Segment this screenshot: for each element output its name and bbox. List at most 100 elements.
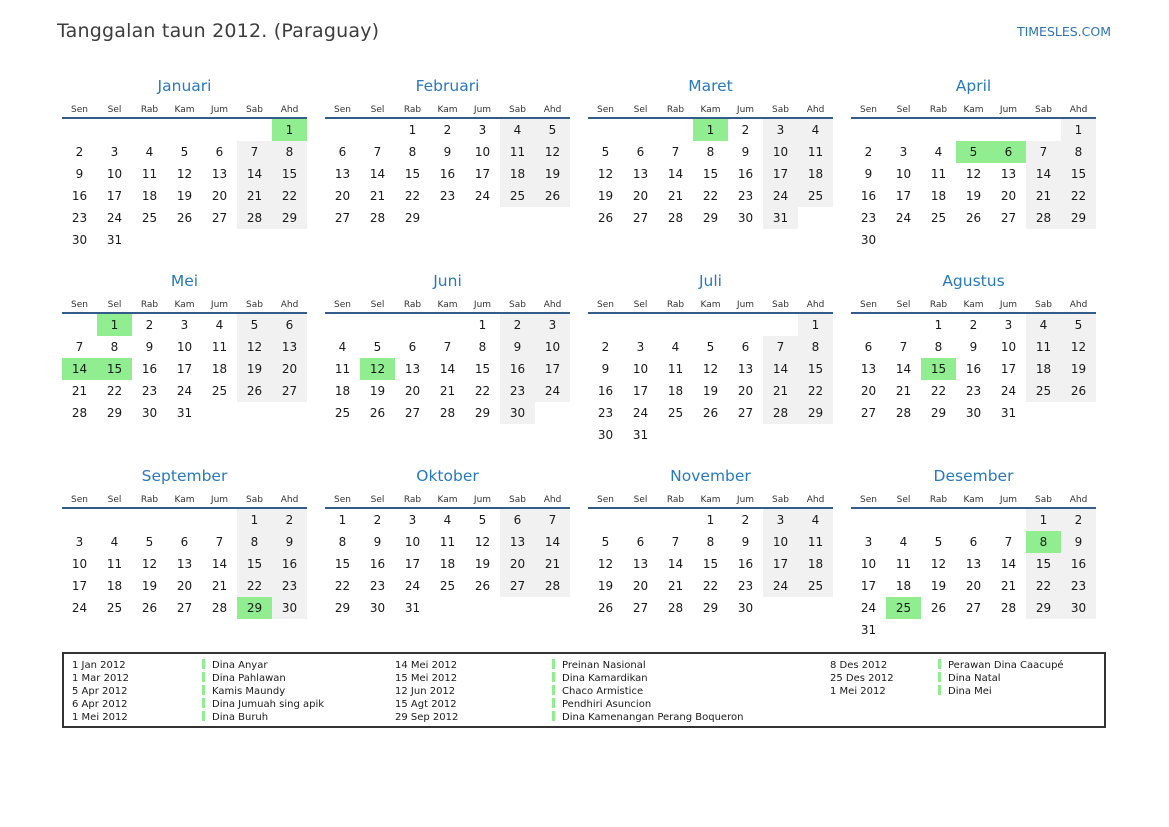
legend-row: 6 Apr 2012 Dina Jumuah sing apik <box>72 698 395 711</box>
day-cell: 13 <box>632 557 649 571</box>
week-row: 16 17 18 19 20 21 22 <box>851 185 1096 207</box>
legend-row: 12 Jun 2012 Chaco Armistice <box>395 685 830 698</box>
day-cell: 9 <box>969 340 978 354</box>
weekday-label: Sel <box>896 495 911 505</box>
holiday-marker-icon <box>552 711 555 721</box>
day-cell: 13 <box>404 362 421 376</box>
day-cell: 23 <box>860 211 877 225</box>
timesles-link[interactable]: TIMESLES.COM <box>1016 24 1111 39</box>
day-cell: 2 <box>601 340 610 354</box>
day-cell: 15 <box>474 362 491 376</box>
weekday-label: Ahd <box>806 300 825 310</box>
month-table: Sen Sel Rab Kam Jum Sab Ahd 1 2 3 4 5 6 7 8 9 10 11 12 13 14… <box>851 493 1096 641</box>
legend-date: 6 Apr 2012 <box>72 699 128 710</box>
month-title: Agustus <box>942 272 1005 290</box>
holiday-marker-icon <box>552 685 555 695</box>
day-cell: 1 <box>706 513 715 527</box>
day-cell: 19 <box>930 579 947 593</box>
day-cell: 12 <box>930 557 947 571</box>
day-cell: 9 <box>272 531 307 553</box>
day-cell: 10 <box>535 336 570 358</box>
empty-cell <box>658 118 693 141</box>
weekday-label: Sel <box>370 105 385 115</box>
day-cell: 27 <box>500 575 535 597</box>
weekday-label: Ahd <box>280 495 299 505</box>
day-cell: 11 <box>798 531 833 553</box>
weekday-label: Sel <box>107 495 122 505</box>
day-cell: 6 <box>636 145 645 159</box>
day-cell: 11 <box>211 340 228 354</box>
empty-cell <box>886 619 921 641</box>
day-cell: 23 <box>965 384 982 398</box>
legend-date: 1 Jan 2012 <box>72 660 126 671</box>
month-november: November Sen Sel Rab Kam Jum Sab Ahd 1 2 3 4 5 6 7 8 9 10… <box>588 465 833 641</box>
day-cell: 10 <box>106 167 123 181</box>
day-cell: 20 <box>211 189 228 203</box>
legend-date: 1 Mei 2012 <box>830 686 886 697</box>
empty-cell <box>658 313 693 336</box>
weekday-label: Jum <box>999 495 1018 505</box>
legend-row: 25 Des 2012 Dina Natal <box>830 672 1098 685</box>
day-cell: 4 <box>934 145 943 159</box>
day-cell: 10 <box>474 145 491 159</box>
day-cell: 17 <box>1000 362 1017 376</box>
day-cell: 17 <box>106 189 123 203</box>
weekday-label: Sab <box>772 105 789 115</box>
day-cell: 18 <box>1026 358 1061 380</box>
legend-holiday-name: Preinan Nasional <box>552 659 830 672</box>
day-cell: 5 <box>1061 313 1096 336</box>
month-title: Maret <box>688 77 733 95</box>
day-cell: 28 <box>211 601 228 615</box>
day-cell: 23 <box>272 575 307 597</box>
day-cell: 3 <box>478 123 487 137</box>
weekday-label: Ahd <box>280 105 299 115</box>
day-cell: 14 <box>667 167 684 181</box>
empty-cell <box>956 508 991 531</box>
weekday-label: Jum <box>210 300 229 310</box>
week-row: 10 11 12 13 14 15 16 <box>62 553 307 575</box>
day-cell: 1 <box>798 313 833 336</box>
holiday-marker-icon <box>552 672 555 682</box>
day-cell: 23 <box>1061 575 1096 597</box>
day-cell: 14 <box>439 362 456 376</box>
week-row: 23 24 25 26 27 28 29 <box>62 207 307 229</box>
week-row: 1 <box>588 313 833 336</box>
day-cell: 12 <box>474 535 491 549</box>
day-cell: 28 <box>1026 207 1061 229</box>
holiday-legend: 1 Jan 2012 Dina Anyar 1 Mar 2012 Dina Pahla… <box>62 652 1106 728</box>
legend-holiday-name: Dina Kamenangan Perang Boqueron <box>552 711 830 724</box>
day-cell: 13 <box>500 531 535 553</box>
weekday-label: Sel <box>107 105 122 115</box>
weekday-label: Kam <box>437 495 458 505</box>
empty-cell <box>202 508 237 531</box>
day-cell: 29 <box>106 406 123 420</box>
empty-cell <box>1026 229 1061 251</box>
months-grid: Januari Sen Sel Rab Kam Jum Sab Ahd 1 2 3 4 5 6 7 8 9 10 1… <box>62 75 1169 641</box>
day-cell: 27 <box>860 406 877 420</box>
month-title: November <box>670 467 751 485</box>
day-cell: 22 <box>272 185 307 207</box>
day-cell: 3 <box>763 118 798 141</box>
legend-row: 8 Des 2012 Perawan Dina Caacupé <box>830 659 1098 672</box>
day-cell: 19 <box>535 163 570 185</box>
weekday-label: Jum <box>999 105 1018 115</box>
day-cell: 24 <box>176 384 193 398</box>
day-cell: 5 <box>601 535 610 549</box>
day-cell: 12 <box>360 358 395 380</box>
week-row: 23 24 25 26 27 28 29 <box>851 207 1096 229</box>
week-row: 11 12 13 14 15 16 17 <box>325 358 570 380</box>
month-maret: Maret Sen Sel Rab Kam Jum Sab Ahd 1 2 3 4 5 6 7 8 9 10 11 1… <box>588 75 833 251</box>
day-cell: 25 <box>439 579 456 593</box>
weekday-label: Sel <box>107 300 122 310</box>
day-cell: 20 <box>632 579 649 593</box>
week-row: 20 21 22 23 24 25 26 <box>851 380 1096 402</box>
weekday-label: Sel <box>896 300 911 310</box>
empty-cell <box>956 118 991 141</box>
legend-row: 1 Jan 2012 Dina Anyar <box>72 659 395 672</box>
month-table: Sen Sel Rab Kam Jum Sab Ahd 1 2 3 4 5 6 7 8 9 10 11 12 13 14… <box>588 298 833 446</box>
month-oktober: Oktober Sen Sel Rab Kam Jum Sab Ahd 1 2 3 4 5 6 7 8 9 10 1… <box>325 465 570 641</box>
